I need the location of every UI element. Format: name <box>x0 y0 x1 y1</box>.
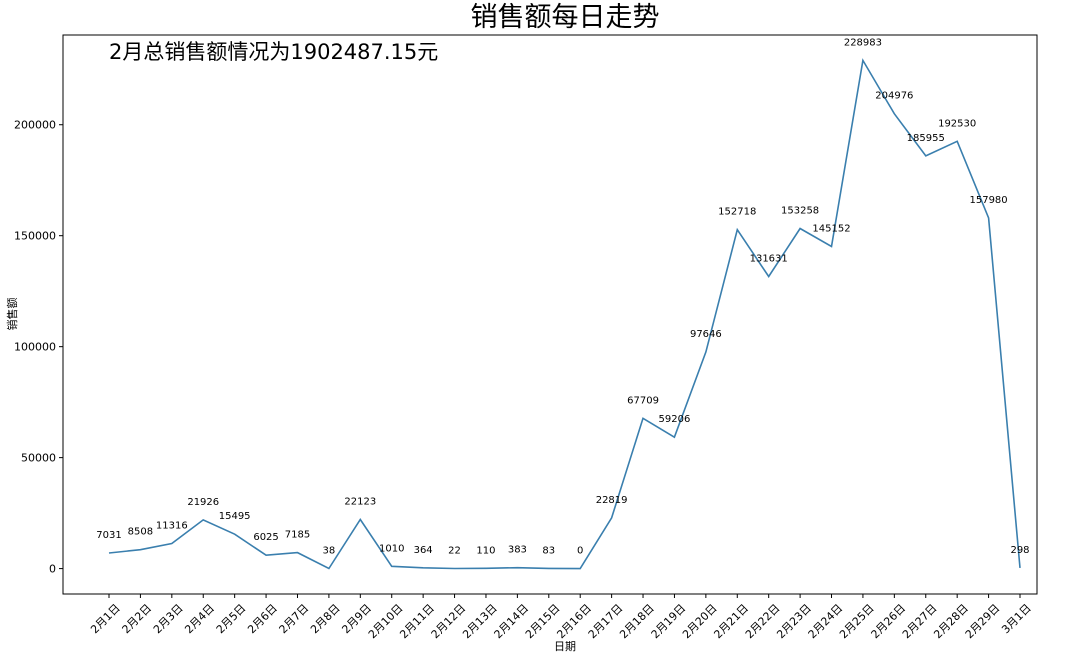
y-tick-label: 50000 <box>21 452 56 465</box>
y-tick-label: 150000 <box>14 230 56 243</box>
series-line <box>108 58 1021 570</box>
data-label: 0 <box>577 546 583 557</box>
data-label: 83 <box>542 545 555 556</box>
data-label: 228983 <box>844 37 882 48</box>
x-tick-label: 2月7日 <box>277 602 312 637</box>
data-label: 1010 <box>379 543 404 554</box>
data-label: 22123 <box>344 496 376 507</box>
x-tick-label: 2月2日 <box>120 602 155 637</box>
y-tick-label: 100000 <box>14 341 56 354</box>
data-label: 21926 <box>187 497 219 508</box>
data-label: 298 <box>1010 545 1029 556</box>
data-label: 97646 <box>690 329 722 340</box>
data-label: 6025 <box>253 532 278 543</box>
data-label: 152718 <box>718 207 756 218</box>
data-label: 38 <box>323 546 336 557</box>
data-label: 204976 <box>875 91 913 102</box>
x-tick-label: 2月5日 <box>214 602 249 637</box>
x-tick-label: 2月8日 <box>308 602 343 637</box>
plot-frame <box>62 34 1038 595</box>
data-label: 157980 <box>969 195 1007 206</box>
data-label: 67709 <box>627 395 659 406</box>
y-tick-label: 0 <box>49 563 56 576</box>
y-axis-label: 销售额 <box>5 298 19 331</box>
data-label: 192530 <box>938 118 976 129</box>
chart-annotation: 2月总销售额情况为1902487.15元 <box>109 40 438 64</box>
data-label: 153258 <box>781 205 819 216</box>
data-label: 8508 <box>128 527 153 538</box>
data-label: 7185 <box>285 530 310 541</box>
data-label: 15495 <box>219 511 251 522</box>
data-label: 22819 <box>596 495 628 506</box>
x-axis: 2月1日2月2日2月3日2月4日2月5日2月6日2月7日2月8日2月9日2月10… <box>88 594 1034 641</box>
data-label: 145152 <box>812 223 850 234</box>
data-label: 131631 <box>750 253 788 264</box>
y-axis: 0 50000 100000 150000 200000 <box>14 119 63 576</box>
data-label: 185955 <box>907 133 945 144</box>
data-label: 22 <box>448 546 461 557</box>
x-tick-label: 3月1日 <box>999 602 1034 637</box>
x-tick-label: 2月29日 <box>963 602 1003 642</box>
x-tick-label: 2月6日 <box>245 602 280 637</box>
chart-title: 销售额每日走势 <box>471 2 660 33</box>
data-label: 11316 <box>156 520 188 531</box>
data-label: 59206 <box>659 414 691 425</box>
data-label: 7031 <box>96 530 121 541</box>
data-label: 383 <box>508 545 527 556</box>
x-tick-label: 2月1日 <box>88 602 123 637</box>
data-label: 110 <box>476 545 495 556</box>
x-tick-label: 2月3日 <box>151 602 186 637</box>
x-tick-label: 2月4日 <box>182 602 217 637</box>
x-axis-label: 日期 <box>554 640 576 653</box>
y-tick-label: 200000 <box>14 119 56 132</box>
data-label: 364 <box>414 545 433 556</box>
